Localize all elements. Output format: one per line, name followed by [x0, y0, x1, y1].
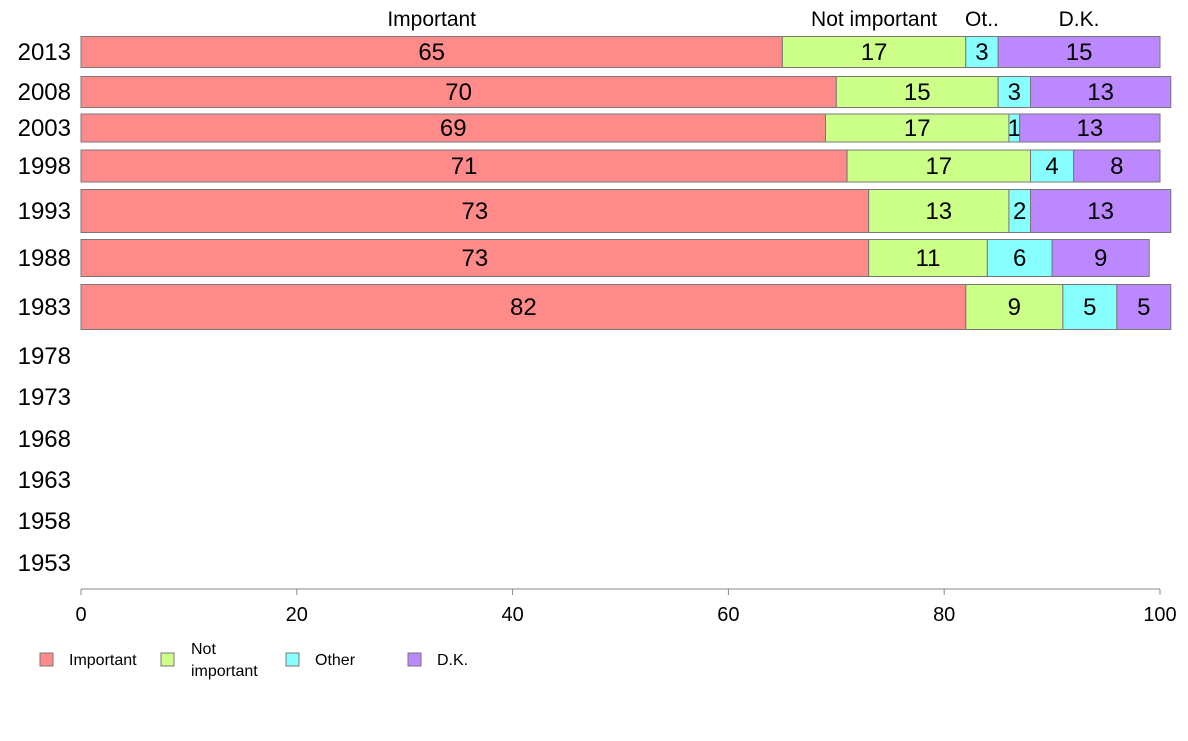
top-series-label-0: Important [387, 8, 476, 31]
data-label-1998-d-k-: 8 [1110, 153, 1123, 180]
data-label-2013-important: 65 [418, 39, 445, 66]
legend-swatch-1 [160, 652, 175, 667]
data-label-1983-important: 82 [510, 294, 537, 321]
bar-segment-1998-d-k- [1073, 149, 1161, 183]
category-label-1973: 1973 [18, 384, 71, 411]
data-label-2008-important: 70 [445, 79, 472, 106]
bar-segment-2008-important [80, 76, 837, 108]
data-label-1983-d-k-: 5 [1137, 294, 1150, 321]
bar-segment-1988-important [80, 239, 870, 277]
top-series-label-1: Not important [811, 8, 937, 31]
data-label-1993-not-important: 13 [925, 198, 952, 225]
data-label-1998-not-important: 17 [925, 153, 952, 180]
data-label-2003-d-k-: 13 [1077, 115, 1104, 142]
bar-segment-1998-not-important [846, 149, 1032, 183]
data-label-2013-d-k-: 15 [1066, 39, 1093, 66]
category-label-2008: 2008 [18, 79, 71, 106]
bar-segment-1998-important [80, 149, 848, 183]
top-series-label-2: Ot.. [965, 8, 999, 31]
legend-label-0: Important [69, 652, 137, 669]
data-label-2003-other: 1 [1008, 115, 1021, 142]
data-label-1998-other: 4 [1045, 153, 1058, 180]
data-label-1988-other: 6 [1013, 245, 1026, 272]
data-label-2013-not-important: 17 [861, 39, 888, 66]
data-label-1988-d-k-: 9 [1094, 245, 1107, 272]
data-label-1988-important: 73 [461, 245, 488, 272]
category-label-2003: 2003 [18, 115, 71, 142]
legend-label-1-line-1: Not [191, 641, 216, 658]
legend-swatch-3 [407, 652, 422, 667]
bar-segment-2013-not-important [781, 36, 967, 68]
bar-segment-1993-d-k- [1030, 189, 1172, 233]
category-label-1958: 1958 [18, 508, 71, 535]
bar-segment-2008-other [997, 76, 1032, 108]
data-label-1988-not-important: 11 [916, 245, 941, 272]
data-label-2003-important: 69 [440, 115, 467, 142]
top-series-label-3: D.K. [1059, 8, 1100, 31]
data-label-1993-other: 2 [1013, 198, 1026, 225]
x-tick-label-20: 20 [286, 604, 308, 626]
data-label-1983-not-important: 9 [1008, 294, 1021, 321]
data-label-1998-important: 71 [451, 153, 478, 180]
data-label-1983-other: 5 [1083, 294, 1096, 321]
bar-segment-2013-important [80, 36, 783, 68]
legend-label-3: D.K. [437, 652, 468, 669]
data-label-2008-d-k-: 13 [1087, 79, 1114, 106]
x-tick-label-60: 60 [717, 604, 739, 626]
bar-segment-2003-not-important [825, 113, 1010, 143]
category-label-1993: 1993 [18, 198, 71, 225]
x-tick-label-100: 100 [1143, 604, 1176, 626]
bar-segment-2003-important [80, 113, 827, 143]
bar-segment-1983-d-k- [1116, 284, 1172, 330]
x-tick-label-0: 0 [75, 604, 86, 626]
data-label-2003-not-important: 17 [904, 115, 931, 142]
bar-segment-1983-other [1062, 284, 1118, 330]
bar-segment-1983-not-important [965, 284, 1064, 330]
data-label-2008-not-important: 15 [904, 79, 931, 106]
category-label-1968: 1968 [18, 426, 71, 453]
category-label-1978: 1978 [18, 343, 71, 370]
data-label-1993-important: 73 [461, 198, 488, 225]
category-label-1988: 1988 [18, 245, 71, 272]
category-label-1953: 1953 [18, 550, 71, 577]
legend-label-2: Other [315, 652, 356, 669]
bar-segment-1998-other [1030, 149, 1075, 183]
legend-label-1-line-2: important [191, 663, 258, 680]
data-label-2013-other: 3 [975, 39, 988, 66]
legend-swatch-2 [285, 652, 300, 667]
bar-segment-1988-d-k- [1051, 239, 1150, 277]
bar-segment-2003-d-k- [1019, 113, 1161, 143]
data-label-2008-other: 3 [1008, 79, 1021, 106]
legend-swatch-0 [39, 652, 54, 667]
bar-segment-2013-other [965, 36, 999, 68]
data-label-1993-d-k-: 13 [1087, 198, 1114, 225]
bar-segment-2008-d-k- [1030, 76, 1172, 108]
category-label-1998: 1998 [18, 153, 71, 180]
bar-segment-2013-d-k- [997, 36, 1161, 68]
category-label-1963: 1963 [18, 467, 71, 494]
category-label-2013: 2013 [18, 39, 71, 66]
bar-segment-1988-not-important [868, 239, 988, 277]
x-tick-label-40: 40 [501, 604, 523, 626]
bar-segment-2008-not-important [835, 76, 999, 108]
category-label-1983: 1983 [18, 294, 71, 321]
bar-segment-1983-important [80, 284, 967, 330]
x-tick-label-80: 80 [933, 604, 955, 626]
